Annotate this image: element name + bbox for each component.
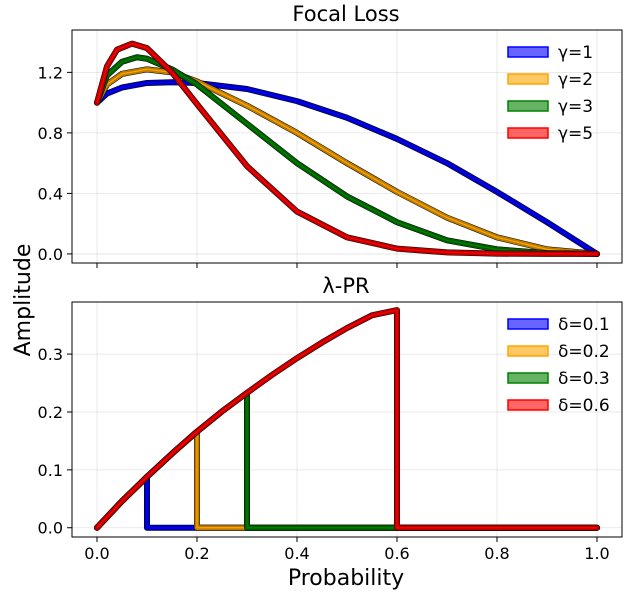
series-line-0 (94, 474, 600, 531)
series-core-0 (96, 81, 598, 255)
chart-title: λ-PR (322, 274, 369, 298)
focal-loss-panel: 0.0 0.4 0.8 1.2 Focal Loss γ=1 γ=2 γ=3 γ=5 (38, 2, 623, 268)
legend-swatch-2 (507, 100, 549, 112)
x-tick-label: 0.6 (384, 544, 409, 563)
y-axis-label: Amplitude (11, 244, 36, 357)
y-tick-label: 0.4 (38, 184, 63, 203)
series-core-2 (96, 392, 597, 529)
legend-swatch-2 (507, 372, 549, 384)
series-line-1 (94, 66, 600, 257)
series-core-0 (96, 476, 597, 529)
legend-label-3: δ=0.6 (558, 396, 610, 416)
series-outline-2 (94, 389, 600, 531)
legend-swatch-0 (507, 318, 549, 330)
legend-swatch-3 (507, 399, 549, 411)
axes-frame (71, 29, 623, 264)
x-axis-label: Probability (288, 566, 404, 591)
series-core-1 (96, 68, 598, 255)
series-outline-3 (94, 307, 600, 531)
legend-label-3: γ=5 (558, 124, 593, 144)
series-core-3 (96, 309, 597, 529)
x-tick-label: 0.2 (184, 544, 209, 563)
legend-swatch-1 (507, 73, 549, 85)
series-line-2 (94, 390, 600, 531)
legend-label-2: γ=3 (558, 97, 593, 117)
y-tick-label: 0.0 (38, 245, 63, 264)
series-line-2 (94, 54, 600, 257)
legend-swatch-1 (507, 345, 549, 357)
legend-label-1: δ=0.2 (558, 342, 610, 362)
legend-label-1: γ=2 (558, 70, 593, 90)
series-outline-1 (94, 428, 600, 531)
series-outline-2 (94, 54, 600, 257)
legend-swatch-3 (507, 127, 549, 139)
series-outline-0 (94, 473, 600, 531)
series-line-1 (94, 429, 600, 531)
chart-title: Focal Loss (292, 2, 399, 26)
x-tick-label: 1.0 (584, 544, 609, 563)
lambda-pr-panel: 0.0 0.2 0.4 0.6 0.8 1.0 0.0 0.1 0.2 0.3 λ-PR δ=0.1 δ… (38, 274, 623, 563)
legend-swatch-0 (507, 46, 549, 58)
x-tick-label: 0.0 (84, 544, 109, 563)
series-line-3 (94, 307, 600, 531)
series-core-3 (96, 43, 597, 255)
y-tick-label: 0.2 (38, 403, 63, 422)
y-tick-label: 0.0 (38, 519, 63, 538)
y-tick-label: 1.2 (38, 63, 63, 82)
x-tick-label: 0.4 (284, 544, 309, 563)
y-tick-label: 0.3 (38, 345, 63, 364)
y-tick-label: 0.8 (38, 124, 63, 143)
series-core-1 (96, 431, 597, 529)
legend-label-0: δ=0.1 (558, 315, 610, 335)
x-tick-label: 0.8 (484, 544, 509, 563)
axes-frame (71, 301, 623, 538)
y-tick-label: 0.1 (38, 461, 63, 480)
legend-label-2: δ=0.3 (558, 369, 610, 389)
series-core-2 (96, 56, 598, 255)
legend-label-0: γ=1 (558, 43, 593, 63)
